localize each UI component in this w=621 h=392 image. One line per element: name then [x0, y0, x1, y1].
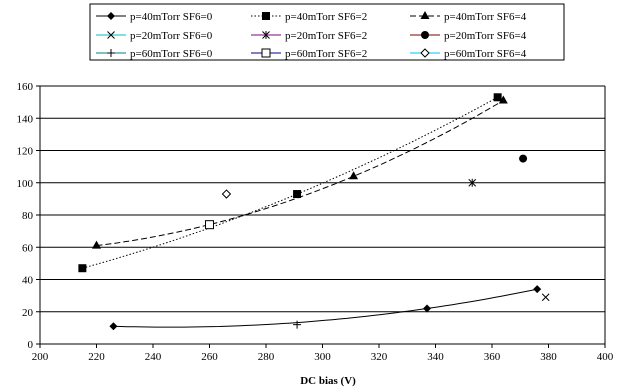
- data-point: [221, 189, 232, 199]
- data-points: [78, 93, 550, 331]
- legend-marker: [261, 48, 271, 58]
- data-point: [498, 95, 508, 104]
- axes: [36, 85, 606, 348]
- legend-label: p=20mTorr SF6=4: [444, 30, 527, 42]
- trendline: [113, 288, 538, 328]
- y-tick-label: 0: [28, 339, 34, 351]
- data-point: [519, 154, 528, 163]
- y-tick-label: 60: [22, 242, 34, 254]
- y-tick-label: 160: [17, 81, 34, 93]
- legend-marker: [107, 31, 115, 39]
- legend-marker: [107, 49, 115, 57]
- trendline: [82, 96, 498, 269]
- trendlines: [82, 96, 538, 328]
- legend-label: p=40mTorr SF6=4: [444, 11, 527, 23]
- x-tick-label: 360: [484, 351, 501, 363]
- legend-marker: [107, 12, 115, 20]
- legend-box: [89, 3, 565, 61]
- legend-marker: [420, 48, 430, 58]
- y-tick-label: 40: [22, 275, 34, 287]
- legend-marker: [262, 31, 270, 39]
- data-point: [541, 293, 550, 302]
- data-point: [293, 320, 302, 329]
- x-tick-label: 320: [371, 351, 388, 363]
- data-point: [78, 264, 87, 273]
- legend-label: p=60mTorr SF6=0: [130, 48, 213, 60]
- y-tick-label: 100: [17, 178, 34, 190]
- y-tick-labels: 0 20 40 60 80 100 120 140 160: [17, 81, 34, 351]
- x-tick-label: 240: [145, 351, 162, 363]
- x-tick-label: 340: [427, 351, 444, 363]
- data-point: [423, 304, 432, 313]
- x-tick-label: 260: [201, 351, 218, 363]
- x-tick-label: 300: [314, 351, 331, 363]
- y-tick-label: 80: [22, 210, 34, 222]
- legend-marker: [262, 12, 270, 20]
- x-tick-label: 380: [540, 351, 557, 363]
- x-tick-labels: 200 220 240 260 280 300 320 340 360 380 400: [32, 351, 614, 363]
- data-point: [493, 93, 502, 102]
- legend: p=40mTorr SF6=0 p=40mTorr SF6=2 p=40mTorr …: [89, 3, 565, 61]
- legend-label: p=20mTorr SF6=2: [285, 30, 367, 42]
- x-tick-label: 200: [32, 351, 49, 363]
- gridlines: [40, 85, 605, 313]
- data-point: [468, 178, 477, 187]
- y-tick-label: 140: [17, 113, 34, 125]
- y-tick-label: 20: [22, 307, 34, 319]
- data-point: [205, 220, 214, 230]
- data-point: [109, 322, 118, 331]
- x-tick-label: 400: [597, 351, 614, 363]
- legend-label: p=40mTorr SF6=0: [130, 11, 213, 23]
- x-axis-title: DC bias (V): [300, 375, 356, 387]
- legend-label: p=60mTorr SF6=2: [285, 48, 367, 60]
- legend-marker: [420, 11, 430, 19]
- data-point: [349, 171, 359, 180]
- trendline: [96, 100, 504, 247]
- data-point: [92, 240, 101, 249]
- data-point: [293, 190, 302, 199]
- legend-label: p=60mTorr SF6=4: [444, 48, 527, 60]
- legend-label: p=20mTorr SF6=0: [130, 30, 213, 42]
- x-tick-label: 280: [258, 351, 275, 363]
- y-tick-label: 120: [17, 146, 34, 158]
- legend-label: p=40mTorr SF6=2: [285, 11, 367, 23]
- data-point: [533, 285, 542, 294]
- x-tick-label: 220: [88, 351, 105, 363]
- legend-marker: [421, 31, 429, 39]
